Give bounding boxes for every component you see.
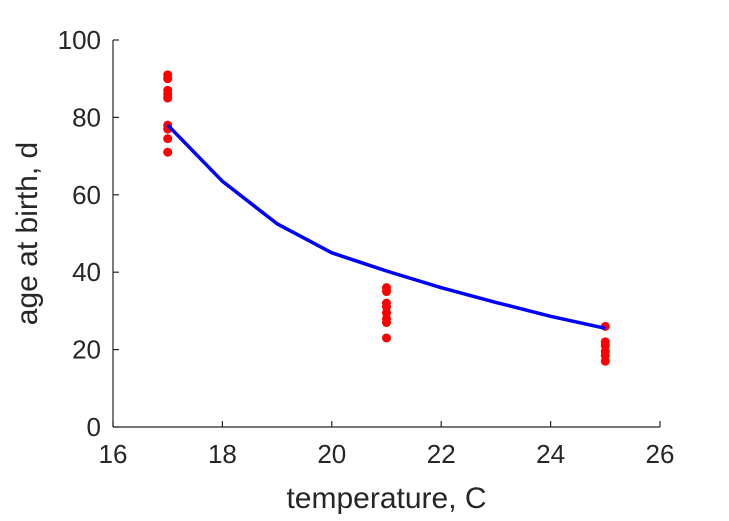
y-tick-label: 20 bbox=[72, 335, 101, 365]
x-axis-label: temperature, C bbox=[286, 482, 486, 515]
y-ticks: 0 20 40 60 80 100 bbox=[58, 25, 119, 442]
data-point bbox=[163, 147, 173, 157]
y-axis-label: age at birth, d bbox=[11, 142, 44, 325]
x-tick-label: 26 bbox=[646, 439, 675, 469]
fit-line bbox=[166, 123, 606, 331]
axes: 16 18 20 22 24 26 0 20 40 60 80 100 bbox=[58, 25, 675, 469]
x-tick-label: 24 bbox=[536, 439, 565, 469]
x-tick-label: 20 bbox=[317, 439, 346, 469]
data-point bbox=[163, 74, 173, 84]
y-tick-label: 60 bbox=[72, 180, 101, 210]
data-point bbox=[600, 356, 610, 366]
data-point bbox=[382, 287, 391, 297]
x-tick-label: 22 bbox=[427, 439, 456, 469]
x-tick-label: 18 bbox=[208, 439, 237, 469]
data-point bbox=[163, 134, 173, 144]
y-tick-label: 0 bbox=[87, 412, 101, 442]
data-point bbox=[382, 333, 391, 343]
plot-area bbox=[163, 70, 610, 366]
y-tick-label: 80 bbox=[72, 102, 101, 132]
y-tick-label: 100 bbox=[58, 25, 101, 55]
x-ticks: 16 18 20 22 24 26 bbox=[99, 421, 675, 469]
x-tick-label: 16 bbox=[99, 439, 128, 469]
data-point bbox=[163, 93, 173, 103]
data-point bbox=[382, 318, 391, 328]
y-tick-label: 40 bbox=[72, 257, 101, 287]
